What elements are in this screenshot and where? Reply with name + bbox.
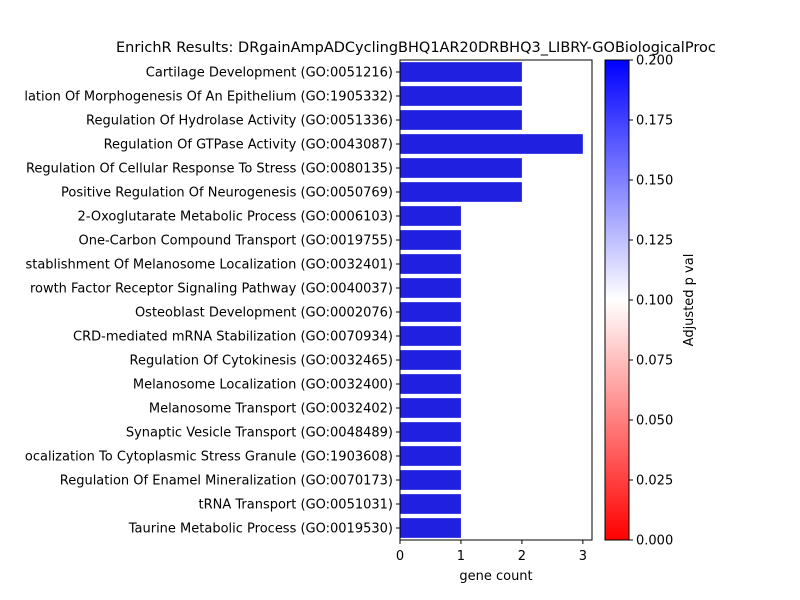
colorbar-ticks: 0.000 0.025 0.050 0.075 0.100 0.125 0.150 0.175… <box>629 54 673 549</box>
bar <box>400 110 522 130</box>
bars-group <box>400 62 583 538</box>
colorbar <box>604 59 630 541</box>
bar <box>400 374 461 394</box>
colorbar-tick-label: 0.200 <box>636 54 673 69</box>
bar <box>400 470 461 490</box>
y-tick-label: Cartilage Development (GO:0051216) <box>146 66 393 81</box>
y-tick-label: CRD-mediated mRNA Stabilization (GO:0070… <box>73 330 393 345</box>
chart-title: EnrichR Results: DRgainAmpADCyclingBHQ1A… <box>116 40 716 56</box>
colorbar-tick-label: 0.025 <box>636 474 673 489</box>
bar <box>400 86 522 106</box>
colorbar-tick-label: 0.100 <box>636 294 673 309</box>
y-tick-labels: Cartilage Development (GO:0051216) lation… <box>24 66 400 537</box>
colorbar-tick-label: 0.075 <box>636 354 673 369</box>
colorbar-tick-label: 0.000 <box>636 534 673 549</box>
bar <box>400 278 461 298</box>
y-tick-label: Osteoblast Development (GO:0002076) <box>135 306 393 321</box>
y-tick-label: Melanosome Transport (GO:0032402) <box>149 402 393 417</box>
x-tick-label: 2 <box>518 549 526 564</box>
y-tick-label: One-Carbon Compound Transport (GO:001975… <box>78 234 393 249</box>
y-tick-label: Taurine Metabolic Process (GO:0019530) <box>128 522 393 537</box>
bar <box>400 350 461 370</box>
y-tick-label: Melanosome Localization (GO:0032400) <box>133 378 393 393</box>
y-tick-label: ocalization To Cytoplasmic Stress Granul… <box>25 450 393 465</box>
colorbar-tick-label: 0.175 <box>636 114 673 129</box>
x-tick-label: 0 <box>396 549 404 564</box>
bar <box>400 158 522 178</box>
y-tick-label: Synaptic Vesicle Transport (GO:0048489) <box>126 426 393 441</box>
x-axis-ticks: 0 1 2 3 <box>396 540 587 564</box>
colorbar-tick-label: 0.150 <box>636 174 673 189</box>
y-tick-label: Regulation Of Hydrolase Activity (GO:005… <box>86 114 393 129</box>
plot-frame <box>399 59 593 541</box>
colorbar-tick-label: 0.050 <box>636 414 673 429</box>
y-tick-label: stablishment Of Melanosome Localization … <box>25 258 393 273</box>
y-tick-label: Regulation Of GTPase Activity (GO:004308… <box>104 138 393 153</box>
y-tick-label: Regulation Of Cellular Response To Stres… <box>26 162 393 177</box>
bar <box>400 206 461 226</box>
bar <box>400 302 461 322</box>
bar <box>400 254 461 274</box>
bar <box>400 398 461 418</box>
bar <box>400 422 461 442</box>
bar <box>400 326 461 346</box>
colorbar-tick-label: 0.125 <box>636 234 673 249</box>
bar <box>400 230 461 250</box>
bar <box>400 62 522 82</box>
x-axis-label: gene count <box>459 569 532 584</box>
y-tick-label: lation Of Morphogenesis Of An Epithelium… <box>24 90 393 105</box>
colorbar-label: Adjusted p val <box>682 254 697 347</box>
bar <box>400 518 461 538</box>
bar <box>400 494 461 514</box>
y-tick-label: Regulation Of Cytokinesis (GO:0032465) <box>130 354 393 369</box>
y-tick-label: Regulation Of Enamel Mineralization (GO:… <box>60 474 393 489</box>
y-tick-label: Positive Regulation Of Neurogenesis (GO:… <box>61 186 393 201</box>
y-tick-label: 2-Oxoglutarate Metabolic Process (GO:000… <box>78 210 393 225</box>
y-tick-label: tRNA Transport (GO:0051031) <box>198 498 393 513</box>
x-tick-label: 1 <box>457 549 465 564</box>
bar <box>400 446 461 466</box>
y-tick-label: rowth Factor Receptor Signaling Pathway … <box>30 282 393 297</box>
bar <box>400 134 583 154</box>
x-tick-label: 3 <box>579 549 587 564</box>
bar <box>400 182 522 202</box>
